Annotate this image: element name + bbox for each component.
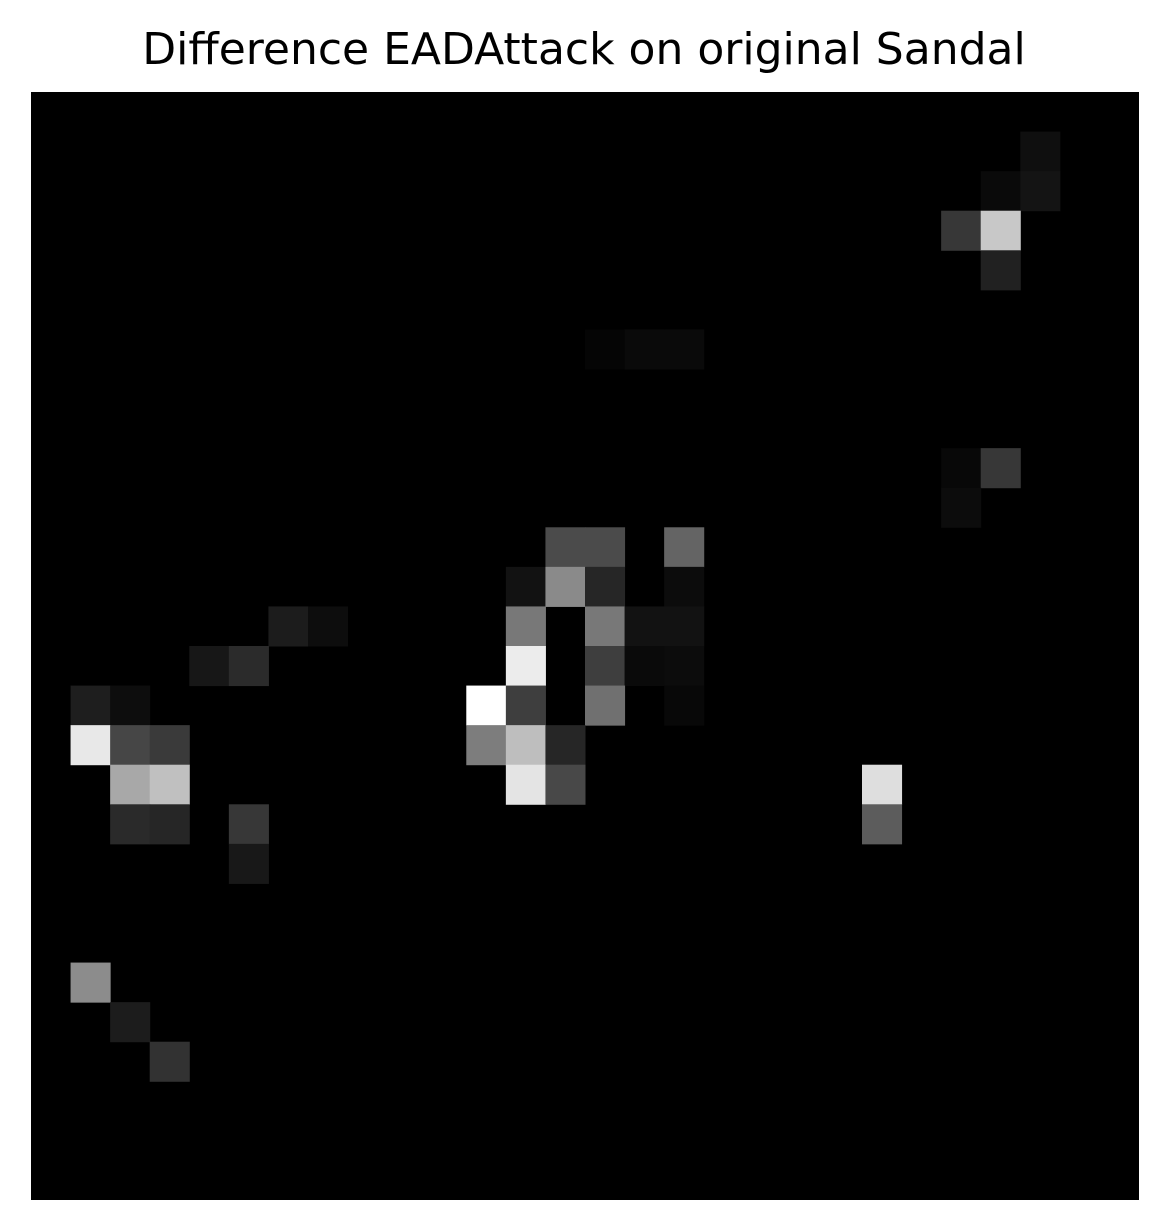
heatmap-cell-r4-c24 bbox=[980, 250, 1021, 291]
heatmap-cell-r19-c5 bbox=[228, 843, 269, 884]
heatmap-cell-r15-c16 bbox=[664, 685, 705, 726]
heatmap-cell-r14-c4 bbox=[189, 646, 230, 687]
heatmap-cell-r18-c3 bbox=[149, 804, 190, 845]
heatmap-cell-r17-c12 bbox=[505, 764, 546, 805]
heatmap-cell-r9-c23 bbox=[941, 448, 982, 489]
heatmap-cell-r17-c3 bbox=[149, 764, 190, 805]
heatmap-cell-r14-c15 bbox=[624, 646, 665, 687]
heatmap-cell-r23-c2 bbox=[110, 1002, 151, 1043]
heatmap-cell-r12-c13 bbox=[545, 566, 586, 607]
heatmap-cell-r14-c14 bbox=[585, 646, 626, 687]
heatmap-cell-r12-c12 bbox=[505, 566, 546, 607]
heatmap-cell-r24-c3 bbox=[149, 1041, 190, 1082]
heatmap-cell-r13-c6 bbox=[268, 606, 309, 647]
heatmap-cell-r16-c1 bbox=[70, 725, 111, 766]
heatmap-cell-r15-c11 bbox=[466, 685, 507, 726]
heatmap-cell-r14-c16 bbox=[664, 646, 705, 687]
heatmap-cell-r2-c24 bbox=[980, 171, 1021, 212]
heatmap-plot bbox=[31, 92, 1139, 1200]
heatmap-cell-r12-c14 bbox=[585, 566, 626, 607]
heatmap-cell-r11-c16 bbox=[664, 527, 705, 568]
heatmap-cell-r9-c24 bbox=[980, 448, 1021, 489]
heatmap-cell-r13-c7 bbox=[308, 606, 349, 647]
heatmap-cell-r17-c2 bbox=[110, 764, 151, 805]
heatmap-cell-r6-c16 bbox=[664, 329, 705, 370]
heatmap-cell-r13-c15 bbox=[624, 606, 665, 647]
heatmap-cell-r16-c2 bbox=[110, 725, 151, 766]
heatmap-cell-r11-c13 bbox=[545, 527, 586, 568]
heatmap-cell-r17-c21 bbox=[862, 764, 903, 805]
heatmap-cell-r13-c16 bbox=[664, 606, 705, 647]
heatmap-cell-r3-c23 bbox=[941, 210, 982, 251]
heatmap-cell-r1-c25 bbox=[1020, 131, 1061, 172]
heatmap-cell-r18-c21 bbox=[862, 804, 903, 845]
heatmap-cell-r16-c12 bbox=[505, 725, 546, 766]
heatmap-cell-r10-c23 bbox=[941, 487, 982, 528]
heatmap-cell-r15-c1 bbox=[70, 685, 111, 726]
heatmap-cell-r2-c25 bbox=[1020, 171, 1061, 212]
heatmap-cell-r18-c5 bbox=[228, 804, 269, 845]
heatmap-cell-r16-c11 bbox=[466, 725, 507, 766]
heatmap-svg bbox=[31, 92, 1139, 1200]
heatmap-cell-r14-c12 bbox=[505, 646, 546, 687]
heatmap-cell-r16-c3 bbox=[149, 725, 190, 766]
heatmap-cell-r6-c14 bbox=[585, 329, 626, 370]
heatmap-cell-r15-c14 bbox=[585, 685, 626, 726]
chart-title: Difference EADAttack on original Sandal bbox=[142, 24, 1026, 75]
heatmap-cell-r15-c2 bbox=[110, 685, 151, 726]
heatmap-cell-r12-c16 bbox=[664, 566, 705, 607]
heatmap-cell-r17-c13 bbox=[545, 764, 586, 805]
heatmap-cell-r6-c15 bbox=[624, 329, 665, 370]
heatmap-cell-r15-c12 bbox=[505, 685, 546, 726]
heatmap-cell-r11-c14 bbox=[585, 527, 626, 568]
heatmap-cell-r14-c5 bbox=[228, 646, 269, 687]
heatmap-cell-r16-c13 bbox=[545, 725, 586, 766]
heatmap-cell-r13-c14 bbox=[585, 606, 626, 647]
heatmap-cell-r22-c1 bbox=[70, 962, 111, 1003]
heatmap-cell-r3-c24 bbox=[980, 210, 1021, 251]
heatmap-cell-r13-c12 bbox=[505, 606, 546, 647]
heatmap-cell-r18-c2 bbox=[110, 804, 151, 845]
